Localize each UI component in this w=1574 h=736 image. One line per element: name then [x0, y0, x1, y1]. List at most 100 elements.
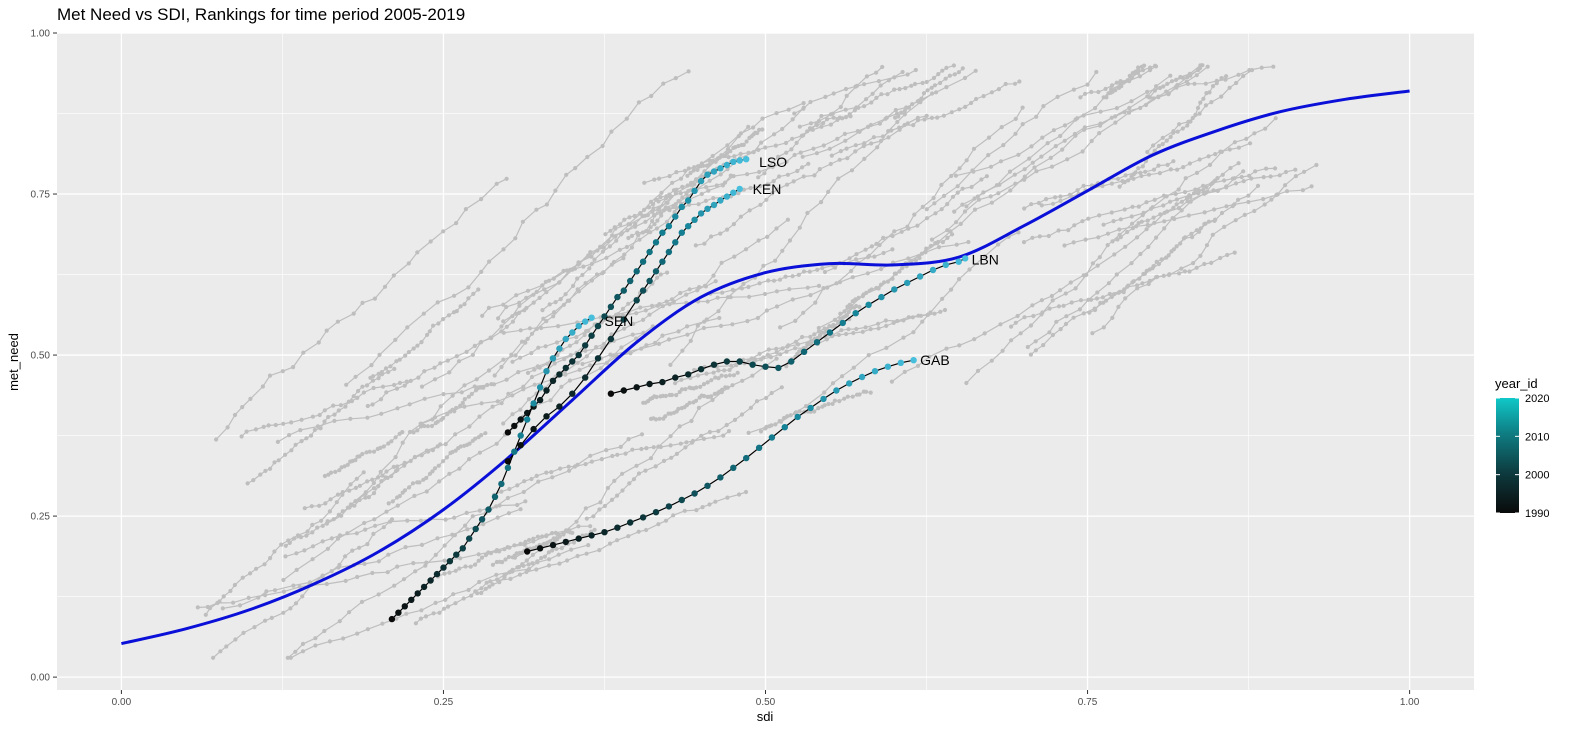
background-point — [666, 337, 672, 342]
background-point — [777, 277, 783, 282]
background-point — [1151, 215, 1156, 220]
background-point — [322, 419, 327, 424]
background-point — [850, 394, 855, 399]
background-point — [699, 433, 704, 438]
background-point — [512, 543, 517, 548]
background-point — [953, 173, 959, 178]
background-point — [638, 305, 643, 310]
background-point — [462, 404, 467, 409]
background-point — [1198, 253, 1203, 258]
country-label: LBN — [972, 252, 999, 268]
series-point — [556, 345, 563, 352]
background-point — [389, 517, 395, 522]
background-point — [633, 224, 638, 229]
background-point — [239, 434, 244, 439]
background-point — [1232, 250, 1237, 255]
background-point — [747, 294, 752, 299]
background-point — [400, 440, 405, 445]
background-point — [1131, 172, 1136, 177]
background-point — [988, 164, 994, 169]
background-point — [312, 427, 317, 432]
background-point — [854, 303, 859, 309]
background-point — [1179, 266, 1184, 271]
background-point — [1167, 272, 1172, 277]
background-point — [1032, 165, 1037, 170]
background-point — [746, 284, 751, 290]
background-point — [855, 129, 860, 134]
background-point — [807, 269, 812, 274]
background-point — [774, 356, 779, 361]
background-point — [659, 190, 664, 195]
background-point — [413, 621, 418, 626]
background-point — [1117, 184, 1122, 189]
background-point — [293, 649, 298, 654]
series-point — [614, 524, 621, 531]
background-point — [900, 69, 905, 75]
series-point — [839, 319, 846, 327]
background-point — [881, 250, 886, 256]
background-point — [513, 236, 518, 241]
series-point — [659, 258, 666, 265]
background-point — [1219, 76, 1224, 81]
series-point — [588, 332, 595, 339]
background-point — [1234, 80, 1239, 86]
background-point — [797, 225, 802, 230]
background-point — [510, 319, 515, 324]
background-point — [949, 173, 954, 179]
background-point — [1145, 218, 1150, 223]
background-point — [246, 595, 251, 601]
background-point — [377, 352, 382, 357]
background-point — [1098, 300, 1103, 306]
series-point — [420, 583, 428, 591]
series-point — [646, 277, 653, 285]
background-point — [678, 441, 683, 446]
background-point — [779, 385, 784, 390]
background-point — [866, 353, 871, 358]
background-point — [542, 554, 548, 559]
background-point — [342, 464, 347, 469]
background-point — [747, 208, 752, 213]
background-point — [1097, 131, 1102, 136]
background-point — [381, 525, 386, 530]
background-point — [644, 527, 649, 533]
background-point — [1187, 161, 1192, 166]
legend-label: 1990 — [1525, 508, 1549, 520]
series-point — [401, 603, 408, 610]
background-point — [225, 425, 230, 430]
background-point — [960, 66, 965, 71]
background-point — [1152, 197, 1157, 202]
background-point — [584, 516, 589, 521]
background-point — [701, 393, 707, 399]
background-point — [837, 115, 842, 120]
background-point — [731, 222, 737, 227]
background-point — [269, 615, 274, 621]
background-point — [424, 475, 429, 481]
background-point — [1147, 267, 1152, 272]
background-point — [373, 523, 378, 528]
series-point — [601, 313, 608, 320]
background-point — [935, 115, 940, 120]
background-point — [378, 397, 384, 402]
background-point — [913, 67, 918, 73]
background-point — [602, 503, 608, 509]
background-point — [783, 274, 788, 279]
background-point — [534, 567, 539, 572]
background-point — [481, 522, 486, 527]
background-point — [337, 619, 342, 624]
series-point — [659, 378, 666, 386]
background-point — [656, 207, 661, 212]
series-point — [620, 387, 627, 394]
background-point — [800, 165, 805, 170]
background-point — [1055, 94, 1060, 99]
background-point — [343, 554, 348, 559]
background-point — [1153, 63, 1158, 68]
background-point — [1089, 89, 1094, 95]
background-point — [654, 226, 660, 231]
background-point — [494, 572, 499, 577]
background-point — [1190, 235, 1195, 240]
background-point — [1097, 213, 1102, 218]
background-point — [438, 404, 443, 409]
background-point — [678, 290, 683, 296]
background-point — [248, 571, 253, 576]
background-point — [853, 149, 858, 154]
